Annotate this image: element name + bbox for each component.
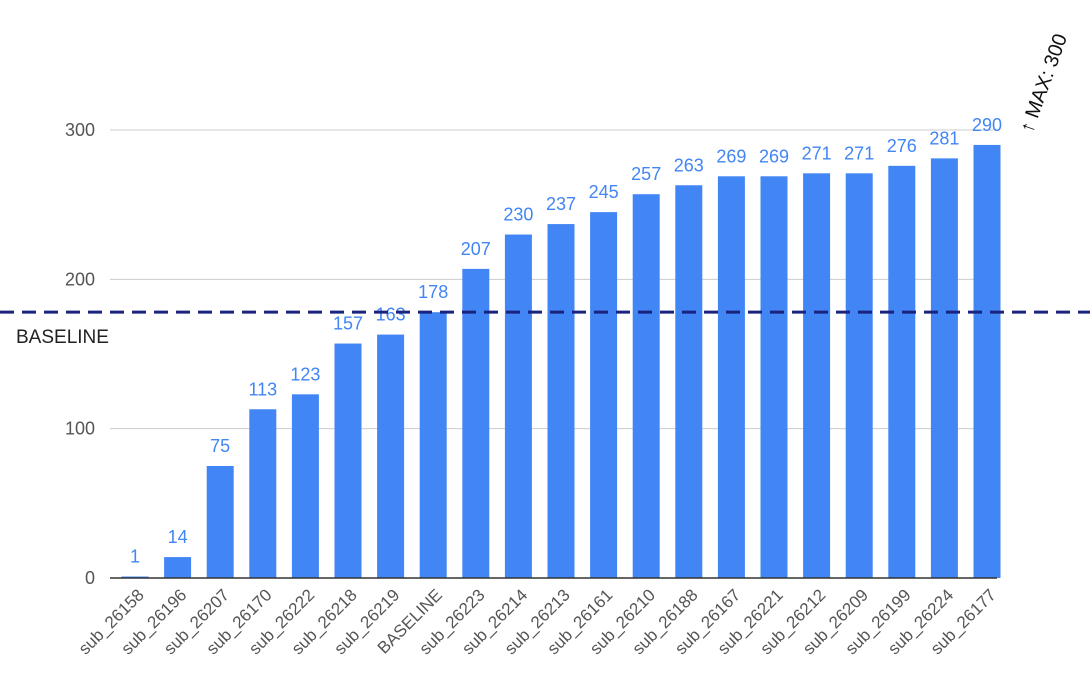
bar bbox=[803, 173, 831, 578]
bar bbox=[206, 466, 234, 578]
bar bbox=[547, 224, 575, 578]
x-tick-layer: sub_26158sub_26196sub_26207sub_26170sub_… bbox=[75, 585, 1000, 658]
data-label: 276 bbox=[887, 136, 917, 156]
data-label: 245 bbox=[589, 182, 619, 202]
data-label-layer: 1 14 75 113 123 157 163 178 207 230 237 245 257 263 26… bbox=[130, 115, 1002, 567]
y-tick-label: 200 bbox=[65, 269, 95, 289]
data-label: 257 bbox=[631, 164, 661, 184]
data-label: 237 bbox=[546, 194, 576, 214]
data-label: 269 bbox=[716, 146, 746, 166]
bar bbox=[845, 173, 873, 578]
data-label: 113 bbox=[248, 379, 277, 399]
y-tick-label: 300 bbox=[65, 120, 95, 140]
bar bbox=[164, 557, 192, 578]
bar bbox=[462, 268, 490, 578]
data-label: 178 bbox=[418, 282, 448, 302]
bar bbox=[419, 312, 447, 578]
bar bbox=[590, 212, 618, 578]
bar bbox=[930, 158, 958, 578]
bar bbox=[973, 144, 1001, 578]
data-label: 163 bbox=[376, 305, 406, 325]
bar bbox=[291, 394, 319, 578]
max-annotation: ↑ MAX: 300 bbox=[1016, 31, 1072, 136]
data-label: 123 bbox=[290, 364, 320, 384]
data-label: 263 bbox=[674, 155, 704, 175]
bar bbox=[334, 343, 362, 578]
data-label: 75 bbox=[210, 436, 230, 456]
data-label: 269 bbox=[759, 146, 789, 166]
data-label: 157 bbox=[333, 314, 363, 334]
bar bbox=[632, 194, 660, 579]
baseline-layer: BASELINE bbox=[0, 310, 1090, 348]
bar-layer bbox=[121, 144, 1001, 579]
data-label: 14 bbox=[168, 527, 188, 547]
bar bbox=[675, 185, 703, 578]
data-label: 207 bbox=[461, 239, 491, 259]
y-tick-label: 0 bbox=[85, 568, 95, 588]
data-label: 230 bbox=[503, 205, 533, 225]
data-label: 271 bbox=[802, 143, 832, 163]
annotation-layer: ↑ MAX: 300 bbox=[1016, 31, 1072, 136]
bar bbox=[760, 176, 788, 578]
data-label: 271 bbox=[844, 143, 874, 163]
data-label: 1 bbox=[130, 547, 140, 567]
y-tick-label: 100 bbox=[65, 419, 95, 439]
data-label: 290 bbox=[972, 115, 1002, 135]
bar bbox=[717, 176, 745, 578]
bar bbox=[249, 409, 277, 578]
bar bbox=[377, 334, 405, 578]
bar bbox=[888, 165, 916, 578]
baseline-label: BASELINE bbox=[16, 327, 109, 348]
bar bbox=[504, 234, 532, 579]
axis-layer: 0 100 200 300 bbox=[65, 120, 997, 588]
data-label: 281 bbox=[929, 128, 959, 148]
